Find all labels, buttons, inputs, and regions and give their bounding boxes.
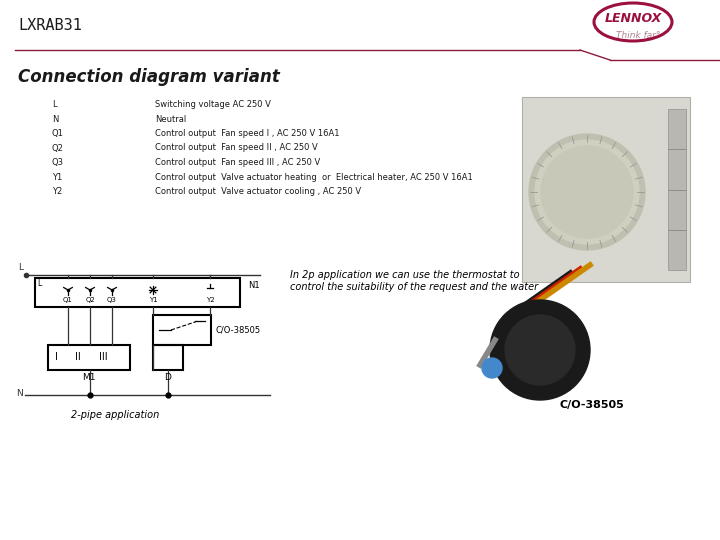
Text: L: L [37, 279, 41, 288]
Text: Q2: Q2 [85, 297, 95, 303]
Text: Neutral: Neutral [155, 114, 186, 124]
Circle shape [541, 146, 633, 238]
Bar [48, 345, 130, 370]
Circle shape [505, 315, 575, 385]
Circle shape [482, 358, 502, 378]
Text: Control output  Fan speed I , AC 250 V 16A1: Control output Fan speed I , AC 250 V 16… [155, 129, 340, 138]
Text: Control output  Fan speed II , AC 250 V: Control output Fan speed II , AC 250 V [155, 144, 318, 152]
Text: Think far°: Think far° [616, 31, 660, 40]
Text: Y2: Y2 [206, 297, 215, 303]
Text: Control output  Valve actuator heating  or  Electrical heater, AC 250 V 16A1: Control output Valve actuator heating or… [155, 172, 473, 181]
Bar [153, 345, 183, 370]
Text: C/O-38505: C/O-38505 [216, 326, 261, 334]
Text: LXRAB31: LXRAB31 [18, 18, 82, 33]
Text: Q3: Q3 [107, 297, 117, 303]
Text: III: III [99, 353, 107, 362]
Text: C/O-38505: C/O-38505 [560, 400, 625, 410]
Text: In 2p application we can use the thermostat to: In 2p application we can use the thermos… [290, 270, 520, 280]
Text: Control output  Fan speed III , AC 250 V: Control output Fan speed III , AC 250 V [155, 158, 320, 167]
Text: Y2: Y2 [52, 187, 62, 196]
Text: I: I [55, 353, 58, 362]
Circle shape [529, 134, 645, 250]
Text: control the suitability of the request and the water: control the suitability of the request a… [290, 282, 538, 292]
Bar [522, 97, 690, 282]
Text: N: N [52, 114, 58, 124]
Bar [153, 315, 211, 345]
Text: N1: N1 [248, 280, 260, 289]
Text: N: N [17, 389, 23, 399]
Text: M1: M1 [82, 373, 96, 382]
Circle shape [490, 300, 590, 400]
Text: Connection diagram variant: Connection diagram variant [18, 68, 280, 86]
Text: L: L [18, 263, 23, 272]
Text: D: D [165, 373, 171, 382]
Text: Switching voltage AC 250 V: Switching voltage AC 250 V [155, 100, 271, 109]
Text: Q1: Q1 [63, 297, 73, 303]
Text: Control output  Valve actuator cooling , AC 250 V: Control output Valve actuator cooling , … [155, 187, 361, 196]
Text: L: L [52, 100, 57, 109]
Text: 2-pipe application: 2-pipe application [71, 410, 159, 420]
Text: LENNOX: LENNOX [604, 11, 662, 24]
Text: Q2: Q2 [52, 144, 64, 152]
Circle shape [535, 140, 639, 244]
Bar [35, 278, 240, 307]
Text: Q1: Q1 [52, 129, 64, 138]
Text: Q3: Q3 [52, 158, 64, 167]
Text: II: II [75, 353, 81, 362]
Text: Y1: Y1 [148, 297, 158, 303]
Text: Y1: Y1 [52, 172, 62, 181]
Bar [668, 109, 686, 270]
